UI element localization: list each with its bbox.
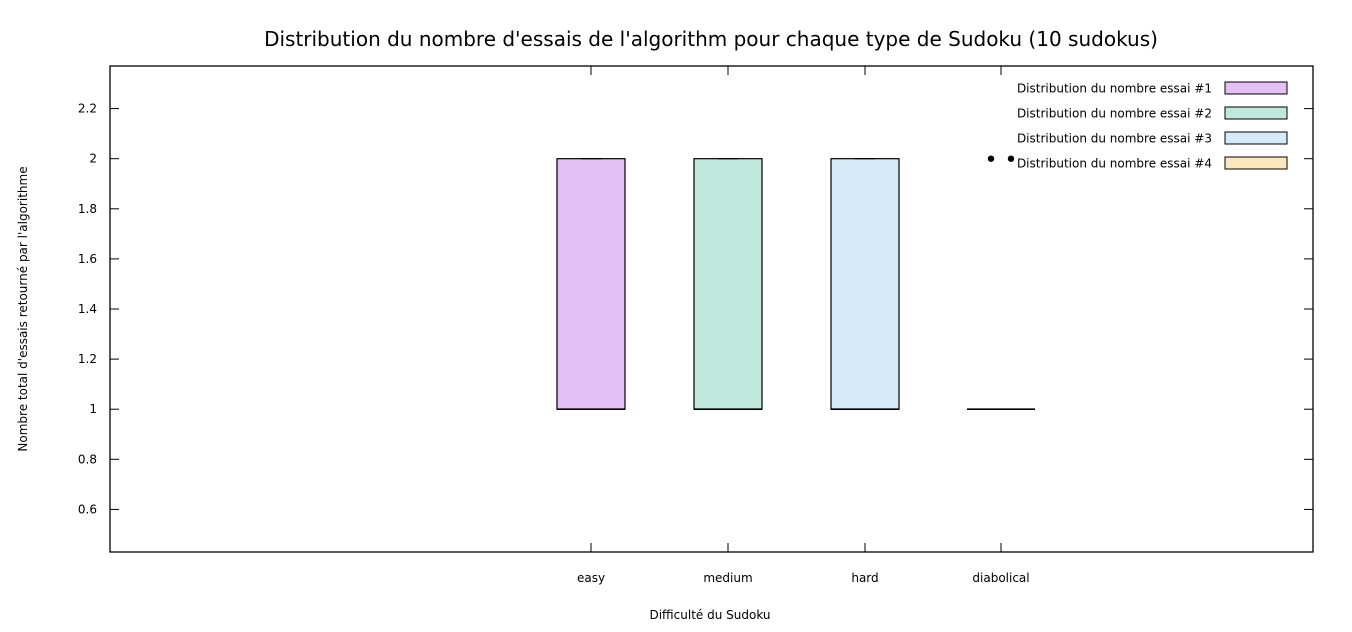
x-tick-label: hard [851, 571, 878, 585]
chart-title: Distribution du nombre d'essais de l'alg… [264, 27, 1158, 51]
legend-label: Distribution du nombre essai #3 [1017, 132, 1212, 146]
y-tick-label: 2 [89, 152, 97, 166]
x-axis: easy medium hard diabolical [577, 66, 1030, 585]
box-series [556, 155, 1035, 411]
legend-swatch [1224, 131, 1288, 145]
legend-label: Distribution du nombre essai #2 [1017, 107, 1212, 121]
x-tick-label: easy [577, 571, 605, 585]
y-axis: 0.6 0.8 1 1.2 1.4 1.6 1.8 2 2.2 [78, 102, 1313, 516]
x-tick-label: medium [703, 571, 752, 585]
y-tick-label: 1.8 [78, 202, 97, 216]
box-body [693, 158, 763, 410]
x-axis-label: Difficulté du Sudoku [649, 608, 770, 622]
y-tick-label: 0.6 [78, 502, 97, 516]
legend: Distribution du nombre essai #1 Distribut… [1017, 81, 1288, 171]
box-outlier-point [987, 155, 995, 162]
legend-label: Distribution du nombre essai #4 [1017, 157, 1212, 171]
box-body [830, 158, 900, 410]
legend-label: Distribution du nombre essai #1 [1017, 82, 1212, 96]
legend-swatch [1224, 156, 1288, 170]
y-tick-label: 1.6 [78, 252, 97, 266]
x-tick-label: diabolical [972, 571, 1029, 585]
box-body [556, 158, 626, 410]
y-tick-label: 1 [89, 402, 97, 416]
box-outlier-point [1007, 155, 1015, 162]
legend-swatch [1224, 81, 1288, 95]
y-tick-label: 2.2 [78, 102, 97, 116]
y-tick-label: 1.4 [78, 302, 97, 316]
y-tick-label: 0.8 [78, 452, 97, 466]
legend-swatch [1224, 106, 1288, 120]
y-tick-label: 1.2 [78, 352, 97, 366]
y-axis-label: Nombre total d'essais retourné par l'alg… [16, 166, 30, 451]
